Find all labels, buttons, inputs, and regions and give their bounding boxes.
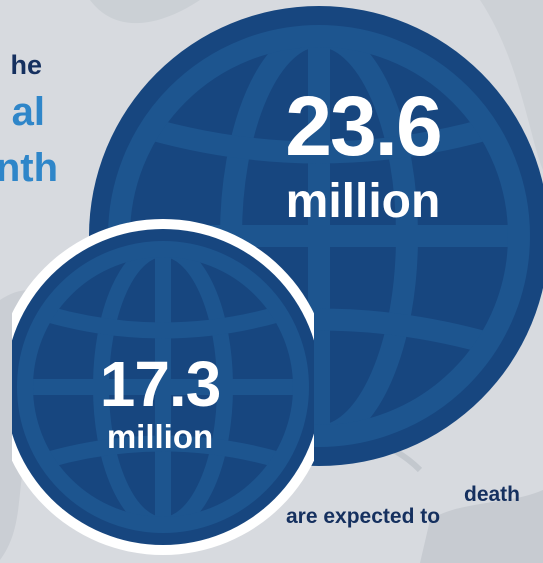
caption-line-1: death xyxy=(464,483,521,506)
current-deaths-value: 17.3 xyxy=(99,348,222,420)
headline-line-2: al xyxy=(11,90,45,134)
headline-line-3: nth xyxy=(0,146,58,190)
caption-line-2: are expected to xyxy=(286,505,441,528)
headline-line-1: he xyxy=(10,50,42,80)
globe-icon xyxy=(12,219,314,555)
projected-deaths-value: 23.6 xyxy=(285,79,443,173)
projected-deaths-unit: million xyxy=(285,175,441,228)
current-deaths-unit: million xyxy=(106,418,214,455)
